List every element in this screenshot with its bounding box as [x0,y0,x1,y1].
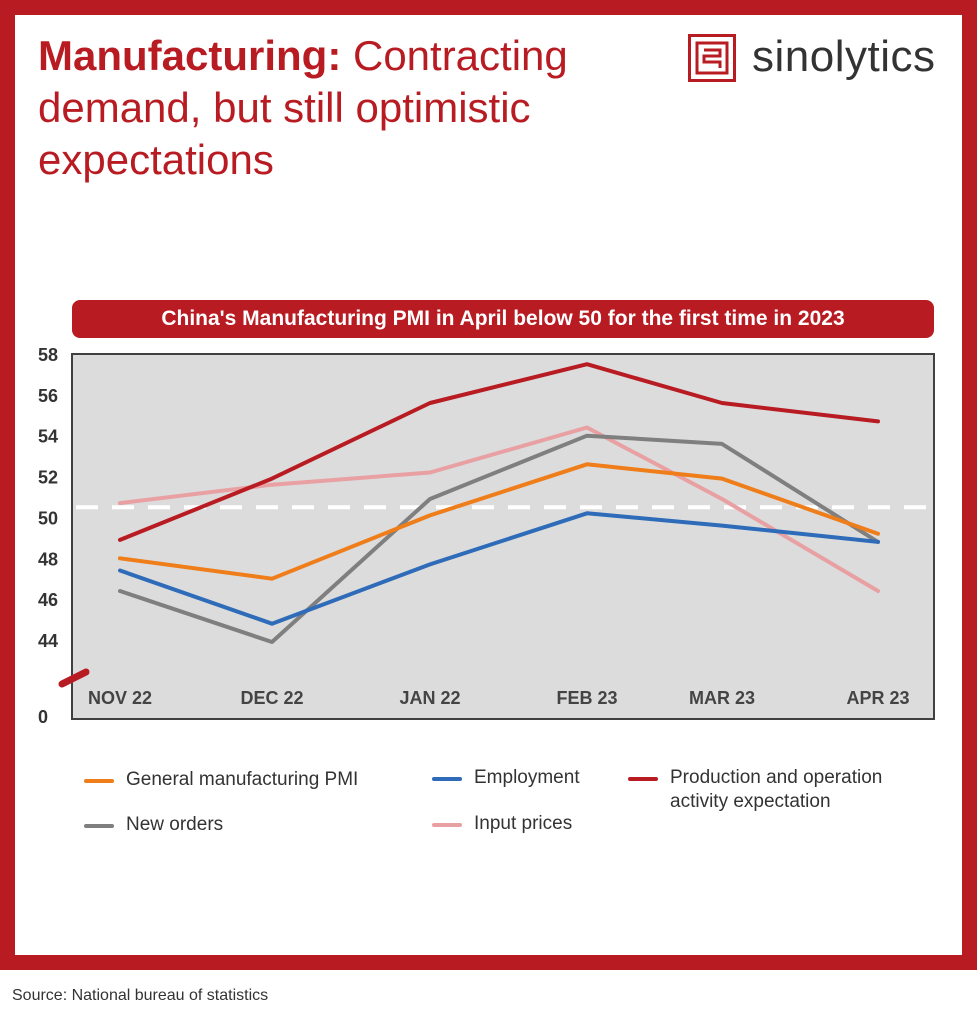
legend-label: General manufacturing PMI [126,769,359,790]
x-tick-label: APR 23 [846,688,909,708]
x-tick-label: FEB 23 [556,688,617,708]
series-line-new-orders [118,433,880,644]
y-tick-label: 52 [38,468,58,488]
legend-swatch [432,823,462,827]
legend-swatch [628,777,658,781]
title-bold: Manufacturing: [38,32,342,79]
legend-swatch [432,777,462,781]
legend-label: Input prices [474,813,573,834]
y-tick-label: 58 [38,345,58,365]
legend-label: Employment [474,767,580,788]
y-tick-label: 56 [38,386,58,406]
series-line-production-and-operation-activity-expectation [118,362,880,542]
y-tick-label: 54 [38,427,58,447]
axis-break-mark [58,668,90,688]
legend-label: Production and operation activity expect… [670,767,883,812]
sinolytics-logo-icon [688,34,736,82]
page-title: Manufacturing: Contracting demand, but s… [38,30,638,186]
x-tick-label: NOV 22 [88,688,152,708]
brand-name: sinolytics [752,32,936,81]
x-tick-label: JAN 22 [399,688,460,708]
source-note: Source: National bureau of statistics [12,987,269,1004]
legend-swatch [84,824,114,828]
x-tick-label: MAR 23 [689,688,755,708]
line-chart: 58 56 54 52 50 48 46 44 0 NOV 22 DEC 22 JAN 22 FEB 2… [38,345,935,727]
title-rest: Contracting demand, but still optimistic… [38,32,568,183]
plot-area [71,353,935,720]
series-line-general-manufacturing-pmi [118,462,880,581]
y-tick-label: 46 [38,590,58,610]
y-tick-label: 44 [38,631,58,651]
chart-title-banner: China's Manufacturing PMI in April below… [72,300,934,338]
y-tick-label: 0 [38,707,48,727]
y-tick-label: 48 [38,549,58,569]
y-tick-label: 50 [38,508,58,528]
legend-label: New orders [126,814,224,835]
legend-swatch [84,779,114,783]
series-line-employment [118,511,880,626]
x-tick-label: DEC 22 [240,688,303,708]
